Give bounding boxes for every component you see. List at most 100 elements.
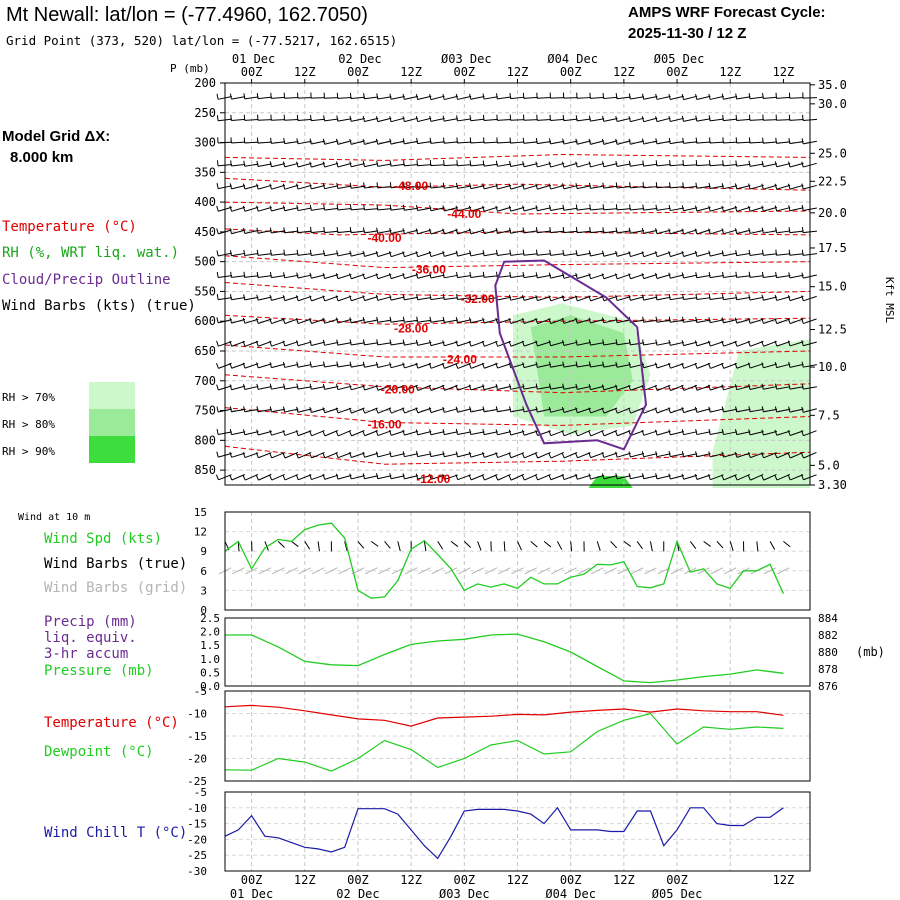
wind-barb-staff (537, 408, 552, 413)
wind-barb (721, 293, 738, 301)
wind-barb-staff (351, 430, 365, 437)
wind-barb-staff (417, 341, 432, 346)
height-tick-label: 12.5 (818, 323, 847, 337)
wind-barb-flag (309, 430, 313, 436)
wind-barb-flag (734, 205, 738, 212)
wind-barb-staff (324, 385, 339, 390)
isotherm-line (224, 344, 811, 358)
isotherm-line (224, 228, 811, 236)
wind-barb-flag (269, 452, 273, 459)
wind-barb-flag (681, 205, 685, 211)
height-tick-label: 30.0 (818, 97, 847, 111)
wind-barb-flag (602, 227, 605, 233)
wind-barb (415, 251, 432, 258)
wind-barb-staff (364, 452, 379, 458)
wind-barb-flag (588, 361, 591, 368)
wind-barb-staff (324, 185, 339, 190)
wind-barb (628, 116, 645, 123)
wind-barb (283, 137, 299, 145)
wind-barb-staff (271, 296, 286, 301)
wind-barb-flag (416, 138, 419, 144)
wind-barb (429, 429, 445, 436)
wind-barb-flag (362, 361, 365, 368)
wind-chill-tick-label: -5 (194, 786, 207, 799)
wind-barb-flag (429, 429, 432, 435)
wind-barb-staff (311, 140, 326, 145)
wind-barb-staff (776, 296, 791, 301)
wind-barb (270, 137, 286, 144)
wind-barb-flag (682, 137, 684, 144)
wind-barb-staff (709, 431, 724, 436)
wind-barb (549, 227, 565, 234)
wind-barb-staff (257, 275, 272, 278)
wind-barb (548, 161, 565, 168)
wind-barb-staff (351, 295, 365, 302)
wind-barb (549, 383, 565, 390)
wind-barb-staff (630, 475, 645, 480)
wind-barb (282, 205, 299, 212)
true-wind-barb (703, 540, 711, 547)
wind-barb-staff (430, 297, 445, 301)
wind-barb-flag (734, 384, 738, 390)
wind-barb-staff (377, 186, 392, 189)
wind-barb-flag (243, 227, 246, 234)
grid-wind-barb (271, 567, 285, 575)
wind-barb-staff (311, 274, 325, 279)
wind-barb-flag (575, 273, 578, 279)
wind-barb-flag (416, 204, 419, 211)
wind-barb-flag (216, 271, 219, 278)
wind-barb (775, 249, 791, 256)
wind-barb-flag (362, 227, 365, 234)
wind-barb-flag (788, 138, 791, 144)
pressure-legend: Pressure (mb) (44, 663, 154, 679)
wind-barb (389, 316, 405, 323)
wind-barb-staff (350, 208, 365, 211)
wind-barb (402, 228, 419, 235)
wind-barb (349, 115, 365, 122)
wind-barb-flag (628, 473, 631, 479)
wind-barb-flag (668, 251, 671, 257)
wind-barb-staff (324, 140, 339, 145)
wind-barb-flag (774, 340, 778, 347)
top-time-label: 00Z (453, 65, 475, 79)
bottom-date-label: Ø03 Dec (439, 887, 490, 900)
wind-barb (283, 383, 299, 390)
wind-barb-staff (550, 97, 565, 99)
wind-barb-staff (350, 96, 365, 100)
wind-barb-flag (708, 115, 711, 121)
wind-barb-staff (483, 431, 498, 436)
wind-barb-flag (562, 339, 565, 346)
isotherm-label: -48.00 (394, 179, 428, 193)
wind-barb (442, 250, 458, 257)
wind-barb-staff (577, 185, 591, 190)
wind-barb-flag (695, 293, 698, 300)
wind-barb-staff (736, 431, 751, 436)
wind-barb (256, 271, 272, 278)
wind-barb-staff (563, 364, 578, 368)
wind-barb (681, 272, 698, 279)
wind-barb (416, 138, 432, 145)
wind-barb-staff (657, 384, 671, 391)
wind-barb (548, 361, 565, 368)
wind-barb-staff (364, 185, 379, 189)
wind-barb-flag (721, 93, 724, 100)
wind-barb-flag (455, 428, 458, 435)
wind-barb-flag (641, 138, 645, 145)
wind-barb (562, 138, 578, 145)
wind-barb-staff (483, 118, 498, 121)
wind-barb-flag (362, 430, 366, 436)
wind-barb-flag (349, 339, 352, 346)
wind-barb-staff (550, 318, 565, 325)
wind-barb-staff (709, 185, 724, 189)
wind-barb (788, 227, 804, 234)
wind-barb-flag (695, 182, 698, 189)
wind-barb (323, 92, 339, 99)
wind-barb-flag (389, 362, 392, 368)
wind-barb-staff (351, 407, 365, 414)
wind-barb-flag (721, 428, 724, 435)
wind-barb-staff (603, 273, 618, 280)
wind-barb-flag (242, 205, 246, 212)
wind-barb-staff (430, 341, 445, 347)
wind-barb-flag (629, 204, 631, 211)
wind-barb (561, 452, 578, 459)
